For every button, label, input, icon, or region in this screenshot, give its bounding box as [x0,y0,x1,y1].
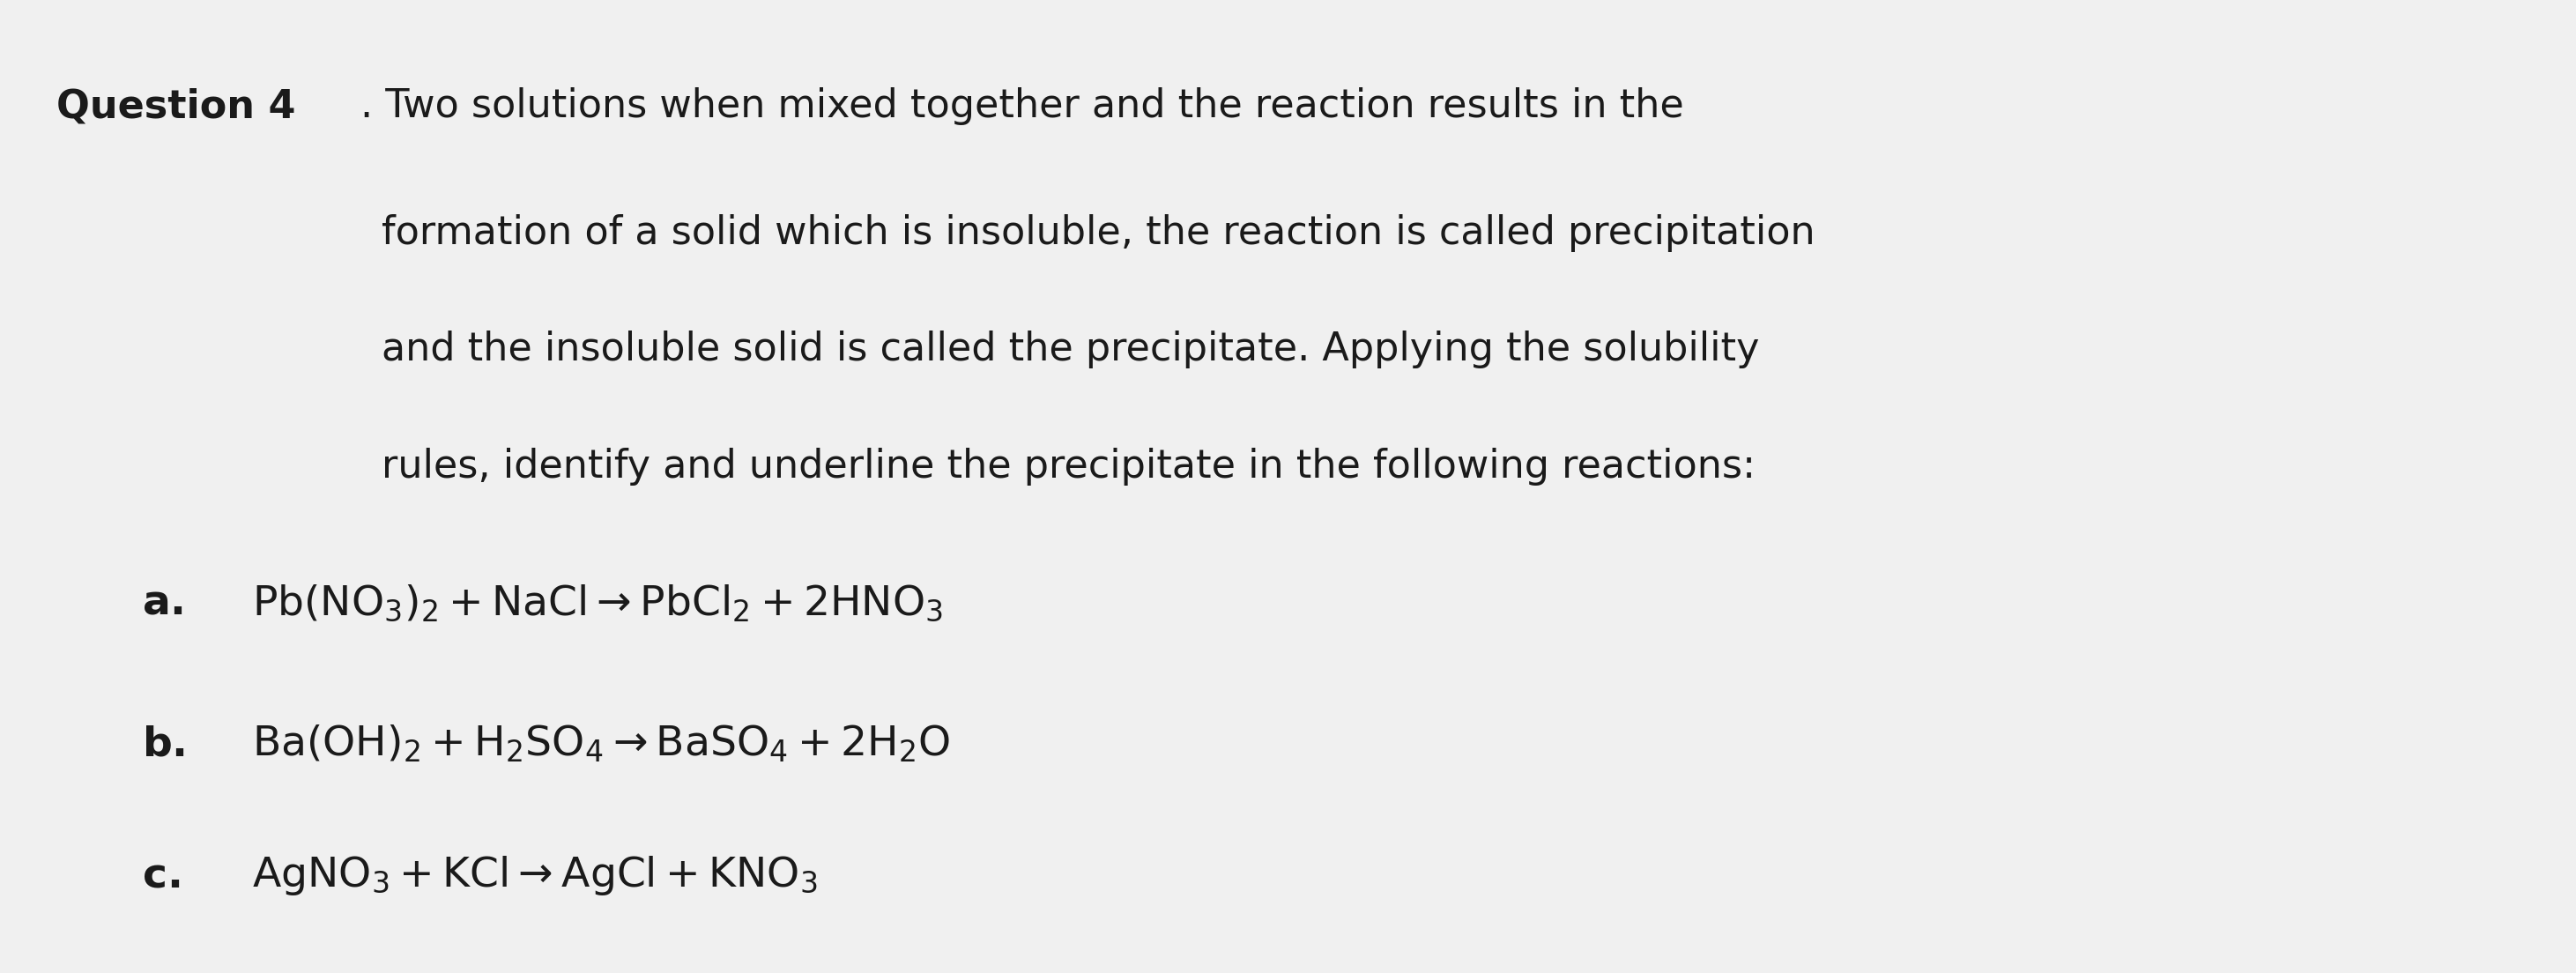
Text: $\mathrm{Pb(NO_3)_2 + NaCl \rightarrow PbCl_2 + 2HNO_3}$: $\mathrm{Pb(NO_3)_2 + NaCl \rightarrow P… [252,583,943,624]
Text: $\mathrm{AgNO_3 + KCl \rightarrow AgCl + KNO_3}$: $\mathrm{AgNO_3 + KCl \rightarrow AgCl +… [252,854,817,897]
Text: $\mathbf{a.}$: $\mathbf{a.}$ [142,584,183,623]
Text: . Two solutions when mixed together and the reaction results in the: . Two solutions when mixed together and … [361,88,1685,126]
Text: $\mathbf{b.}$: $\mathbf{b.}$ [142,725,185,764]
Text: $\mathbf{c.}$: $\mathbf{c.}$ [142,856,180,895]
Text: and the insoluble solid is called the precipitate. Applying the solubility: and the insoluble solid is called the pr… [381,331,1759,369]
Text: Question 4: Question 4 [57,88,296,126]
Text: $\mathrm{Ba(OH)_2 + H_2SO_4 \rightarrow BaSO_4 + 2H_2O}$: $\mathrm{Ba(OH)_2 + H_2SO_4 \rightarrow … [252,724,951,765]
Text: rules, identify and underline the precipitate in the following reactions:: rules, identify and underline the precip… [381,448,1754,486]
Text: formation of a solid which is insoluble, the reaction is called precipitation: formation of a solid which is insoluble,… [381,214,1814,252]
